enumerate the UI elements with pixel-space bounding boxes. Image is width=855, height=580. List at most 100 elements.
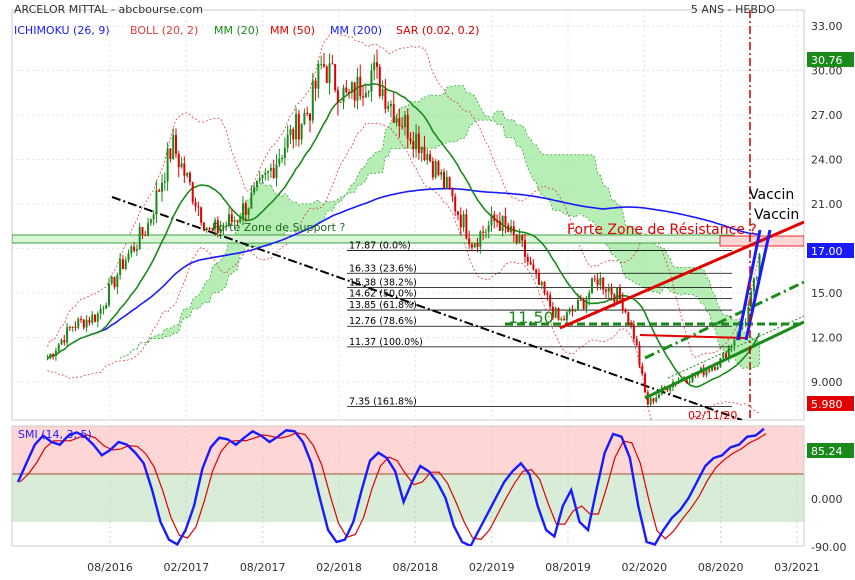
- candle-body: [85, 319, 88, 328]
- candle-body: [577, 299, 580, 310]
- candle-body: [320, 64, 323, 66]
- candle-body: [630, 323, 633, 325]
- candle-body: [420, 146, 423, 154]
- candle-body: [63, 339, 66, 343]
- candle-body: [255, 180, 258, 187]
- candle-body: [470, 244, 473, 248]
- candle-body: [214, 220, 217, 229]
- candle-body: [88, 319, 91, 323]
- last-price-value: 30.76: [811, 54, 843, 67]
- candle-body: [501, 216, 504, 231]
- candle-body: [415, 133, 418, 150]
- candle-body: [239, 218, 242, 222]
- candle-body: [144, 234, 147, 236]
- date-marker-label: 02/11/20: [688, 409, 737, 422]
- candle-body: [219, 228, 222, 233]
- candle-body: [468, 238, 471, 245]
- candle-body: [389, 104, 392, 107]
- candle-body: [490, 214, 493, 226]
- date-tick-label: 02/2017: [163, 561, 209, 574]
- candle-body: [339, 102, 342, 104]
- candle-body: [518, 235, 521, 243]
- price-tick-label: 24.00: [811, 154, 843, 167]
- candle-body: [309, 113, 312, 121]
- candle-body: [230, 214, 233, 222]
- candle-body: [57, 344, 60, 351]
- smi-tick-min: -90.00: [811, 541, 846, 554]
- price-tick-label: 33.00: [811, 20, 843, 33]
- candle-body: [493, 214, 496, 221]
- candle-body: [283, 147, 286, 158]
- candle-body: [646, 392, 649, 405]
- candle-body: [621, 298, 624, 311]
- candle-body: [585, 299, 588, 310]
- candle-body: [211, 228, 214, 230]
- vaccin-label-2: Vaccin: [754, 207, 799, 223]
- candle-body: [325, 66, 328, 83]
- candle-body: [482, 231, 485, 233]
- candle-body: [479, 231, 482, 247]
- candle-body: [454, 196, 457, 212]
- candle-body: [334, 64, 337, 91]
- candle-body: [725, 353, 728, 359]
- candle-body: [200, 207, 203, 223]
- candle-body: [445, 177, 448, 188]
- candle-body: [666, 387, 669, 391]
- candle-body: [730, 345, 733, 348]
- candle-body: [138, 227, 141, 250]
- candle-body: [331, 63, 334, 65]
- candle-body: [688, 381, 691, 383]
- price-axis: 33.0030.0027.0024.0021.0018.0015.0012.00…: [811, 20, 843, 389]
- smi-tick-zero: 0.000: [811, 493, 843, 506]
- candle-body: [163, 181, 166, 183]
- candle-body: [591, 278, 594, 293]
- candle-body: [158, 190, 161, 192]
- candle-body: [484, 231, 487, 233]
- candle-body: [574, 309, 577, 312]
- date-tick-label: 08/2017: [240, 561, 286, 574]
- candle-body: [244, 203, 247, 216]
- fibonacci-labels: 17.87 (0.0%) 16.33 (23.6%) 15.38 (38.2%)14…: [349, 240, 423, 407]
- candle-body: [96, 313, 99, 322]
- candle-body: [582, 300, 585, 310]
- candle-body: [317, 64, 320, 89]
- candle-body: [208, 228, 211, 230]
- candle-body: [750, 291, 753, 308]
- candle-body: [434, 161, 437, 178]
- candle-body: [616, 287, 619, 302]
- candle-body: [716, 366, 719, 370]
- candle-body: [328, 63, 331, 83]
- candle-body: [487, 225, 490, 232]
- fib-label: 7.35 (161.8%): [349, 396, 417, 407]
- candle-body: [107, 283, 110, 306]
- candle-body: [752, 278, 755, 292]
- candle-body: [68, 327, 71, 329]
- candle-body: [546, 293, 549, 296]
- date-tick-label: 02/2020: [621, 561, 667, 574]
- candle-body: [336, 90, 339, 103]
- candle-body: [535, 269, 538, 273]
- candle-body: [258, 178, 261, 181]
- candle-body: [417, 133, 420, 154]
- candle-body: [507, 224, 510, 232]
- candle-body: [431, 160, 434, 178]
- candle-body: [194, 202, 197, 207]
- candle-body: [94, 314, 97, 322]
- candle-body: [395, 118, 398, 123]
- candle-body: [295, 113, 298, 140]
- candle-body: [476, 243, 479, 247]
- candle-body: [286, 134, 289, 148]
- candle-body: [624, 310, 627, 313]
- candle-body: [110, 276, 113, 284]
- candle-body: [685, 380, 688, 383]
- candle-body: [216, 220, 219, 233]
- candle-body: [635, 339, 638, 346]
- candle-body: [697, 373, 700, 376]
- legend-bollinger: BOLL (20, 2): [130, 24, 198, 37]
- candle-body: [306, 112, 309, 114]
- candle-body: [169, 148, 172, 159]
- ichimoku-cloud: [119, 85, 760, 370]
- candle-body: [113, 276, 116, 287]
- candle-body: [744, 322, 747, 324]
